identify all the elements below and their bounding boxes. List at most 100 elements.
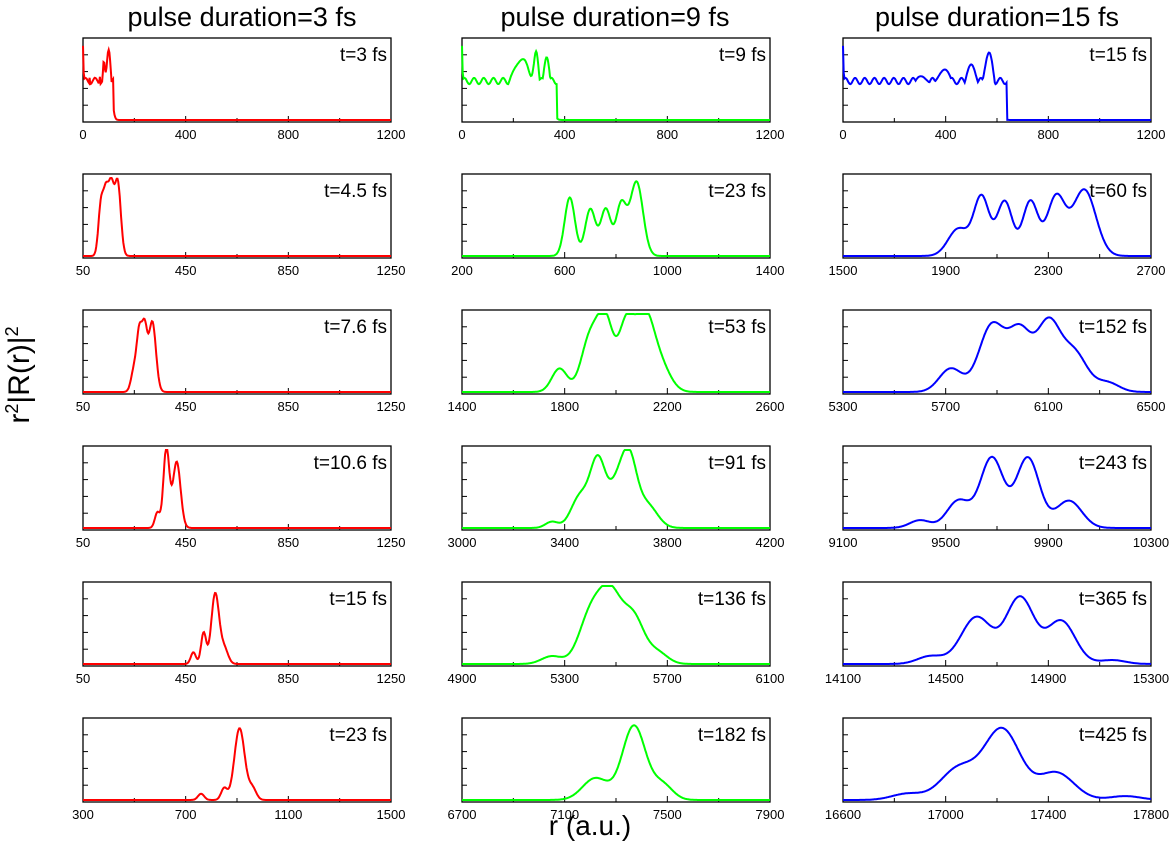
x-tick-label: 1900 <box>931 263 960 278</box>
x-tick-label: 1500 <box>377 807 406 822</box>
density-curve <box>843 595 1152 665</box>
x-tick-label: 200 <box>451 263 473 278</box>
subplot-r0-c0: 0 400 800 1200 t=3 fs <box>79 37 406 142</box>
time-label: t=23 fs <box>329 725 387 746</box>
subplot-r4-c2: 14100 14500 14900 15300 t=365 fs <box>825 581 1169 686</box>
density-curve <box>843 316 1151 393</box>
subplot-r5-c0: 300 700 1100 1500 t=23 fs <box>72 717 406 822</box>
density-curve <box>843 455 1151 529</box>
column-title-15fs: pulse duration=15 fs <box>875 2 1119 32</box>
subplot-r5-c2: 16600 17000 17400 17800 t=425 fs <box>825 717 1169 822</box>
x-tick-label: 16600 <box>825 807 861 822</box>
time-label: t=9 fs <box>719 45 766 66</box>
x-tick-label: 15300 <box>1133 671 1169 686</box>
time-label: t=60 fs <box>1089 181 1147 202</box>
x-tick-label: 300 <box>72 807 94 822</box>
x-tick-label: 3400 <box>550 535 579 550</box>
x-tick-label: 800 <box>1037 127 1059 142</box>
x-tick-label: 2700 <box>1137 263 1166 278</box>
x-tick-label: 7100 <box>550 807 579 822</box>
time-label: t=15 fs <box>329 589 387 610</box>
x-tick-label: 5700 <box>653 671 682 686</box>
time-label: t=23 fs <box>708 181 766 202</box>
x-tick-label: 450 <box>175 535 197 550</box>
x-tick-label: 850 <box>277 535 299 550</box>
x-tick-label: 17400 <box>1030 807 1066 822</box>
density-curve <box>83 727 391 801</box>
x-tick-label: 2200 <box>653 399 682 414</box>
x-tick-label: 0 <box>79 127 86 142</box>
x-tick-label: 9100 <box>829 535 858 550</box>
x-tick-label: 450 <box>175 263 197 278</box>
x-tick-label: 5300 <box>829 399 858 414</box>
subplot-r1-c1: 200 600 1000 1400 t=23 fs <box>451 173 785 278</box>
subplot-r3-c0: 50 450 850 1250 t=10.6 fs <box>76 445 405 550</box>
x-tick-label: 1250 <box>377 399 406 414</box>
x-tick-label: 400 <box>935 127 957 142</box>
subplot-r3-c2: 9100 9500 9900 10300 t=243 fs <box>829 445 1169 550</box>
density-curve <box>83 449 391 529</box>
x-tick-label: 1250 <box>377 671 406 686</box>
x-tick-label: 50 <box>76 263 90 278</box>
x-tick-label: 17800 <box>1133 807 1169 822</box>
subplot-r2-c1: 1400 1800 2200 2600 t=53 fs <box>448 309 784 414</box>
x-tick-label: 50 <box>76 399 90 414</box>
subplot-r3-c1: 3000 3400 3800 4200 t=91 fs <box>448 445 785 550</box>
x-tick-label: 6700 <box>448 807 477 822</box>
x-tick-label: 7900 <box>756 807 785 822</box>
subplot-r4-c1: 4900 5300 5700 6100 t=136 fs <box>448 581 784 686</box>
time-label: t=425 fs <box>1079 725 1147 746</box>
subplot-r0-c1: 0 400 800 1200 t=9 fs <box>458 37 785 142</box>
x-tick-label: 5700 <box>931 399 960 414</box>
density-curve <box>462 180 770 257</box>
density-curve <box>83 591 391 665</box>
subplot-r1-c0: 50 450 850 1250 t=4.5 fs <box>76 173 405 278</box>
subplot-r2-c2: 5300 5700 6100 6500 t=152 fs <box>829 309 1166 414</box>
x-tick-label: 1400 <box>756 263 785 278</box>
column-title-9fs: pulse duration=9 fs <box>500 2 730 32</box>
x-tick-label: 0 <box>458 127 465 142</box>
x-tick-label: 400 <box>554 127 576 142</box>
column-title-3fs: pulse duration=3 fs <box>127 2 357 32</box>
x-tick-label: 850 <box>277 399 299 414</box>
x-tick-label: 800 <box>656 127 678 142</box>
x-tick-label: 5300 <box>550 671 579 686</box>
x-tick-label: 14900 <box>1030 671 1066 686</box>
x-tick-label: 6500 <box>1137 399 1166 414</box>
x-tick-label: 9500 <box>931 535 960 550</box>
subplot-r2-c0: 50 450 850 1250 t=7.6 fs <box>76 309 406 414</box>
density-curve <box>83 317 391 393</box>
x-tick-label: 7500 <box>653 807 682 822</box>
x-tick-label: 4900 <box>448 671 477 686</box>
x-tick-label: 1400 <box>448 399 477 414</box>
x-tick-label: 1200 <box>1137 127 1166 142</box>
x-tick-label: 1100 <box>274 807 302 822</box>
time-label: t=15 fs <box>1089 45 1147 66</box>
x-axis-label: r (a.u.) <box>548 810 632 841</box>
x-tick-label: 1200 <box>377 127 406 142</box>
x-tick-label: 400 <box>175 127 197 142</box>
x-tick-label: 6100 <box>1034 399 1063 414</box>
time-label: t=4.5 fs <box>324 181 387 202</box>
x-tick-label: 3000 <box>448 535 477 550</box>
density-curve <box>842 45 1151 121</box>
time-label: t=152 fs <box>1079 317 1147 338</box>
x-tick-label: 1800 <box>550 399 579 414</box>
x-tick-label: 1200 <box>756 127 785 142</box>
x-tick-label: 4200 <box>756 535 785 550</box>
time-label: t=10.6 fs <box>314 453 387 474</box>
x-tick-label: 700 <box>175 807 197 822</box>
density-curve <box>83 177 391 257</box>
density-curve <box>843 188 1151 257</box>
subplot-r4-c0: 50 450 850 1250 t=15 fs <box>76 581 406 686</box>
time-label: t=136 fs <box>698 589 766 610</box>
time-label: t=53 fs <box>708 317 766 338</box>
time-label: t=91 fs <box>708 453 766 474</box>
time-label: t=243 fs <box>1079 453 1147 474</box>
x-tick-label: 10300 <box>1133 535 1169 550</box>
time-label: t=365 fs <box>1079 589 1147 610</box>
x-tick-label: 3800 <box>653 535 682 550</box>
x-tick-label: 0 <box>839 127 846 142</box>
density-curve <box>461 45 770 121</box>
